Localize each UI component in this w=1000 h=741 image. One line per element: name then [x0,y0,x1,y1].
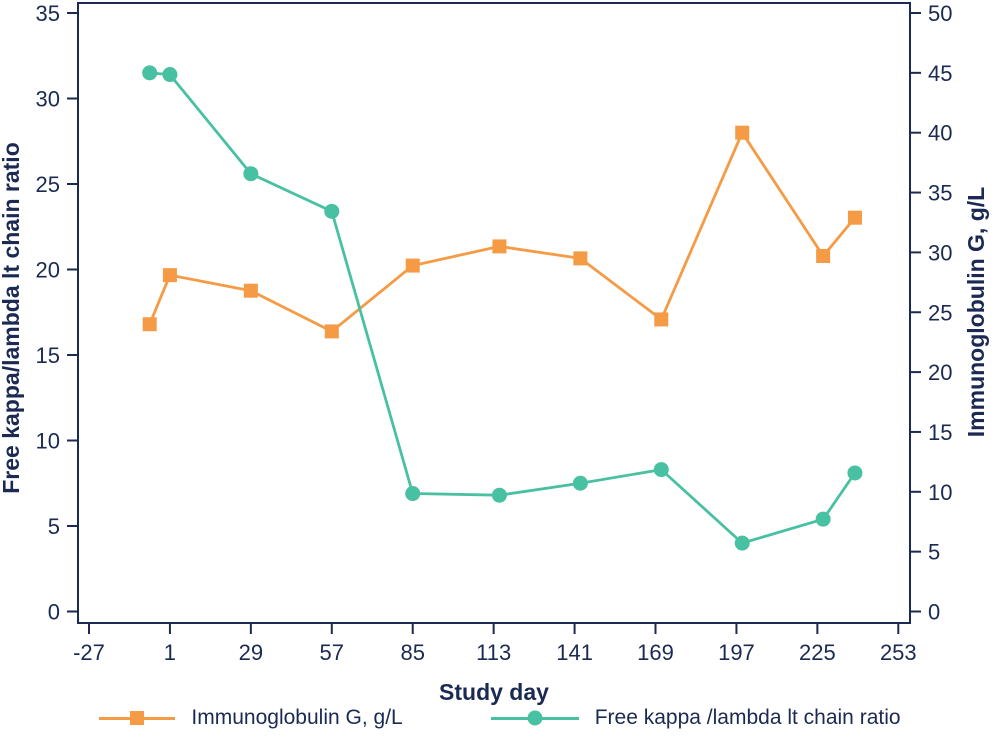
data-point-square [142,317,157,332]
ratio-legend-swatch [490,709,579,727]
data-point-square [405,258,420,273]
data-point-circle [572,475,588,491]
series-line-0 [148,131,857,333]
data-point-square [573,251,588,266]
data-point-square [243,283,258,298]
x-tick-label: -27 [73,640,105,665]
x-tick-label: 29 [239,640,263,665]
legend-item-immunoglobulin-g: Immunoglobulin G, g/L [99,706,403,730]
x-tick-label: 141 [556,640,593,665]
x-tick-label: 253 [880,640,917,665]
axes: -27 1 29 57 85 113 141 169 197 225 253051015202530… [36,1,953,665]
data-point-square [492,239,507,254]
x-tick-label: 1 [164,640,176,665]
right-tick-label: 15 [928,420,952,445]
right-tick-label: 35 [928,181,952,206]
data-point-square [162,268,177,283]
data-point-circle [405,486,421,502]
left-tick-label: 15 [36,343,60,368]
data-point-circle [162,67,178,83]
left-tick-label: 10 [36,429,60,454]
right-tick-label: 40 [928,121,952,146]
square-marker-icon [130,711,145,725]
right-tick-label: 45 [928,61,952,86]
x-tick-label: 113 [476,640,511,665]
igg-legend-swatch [99,709,176,727]
right-tick-label: 30 [928,240,952,265]
right-axis-title: Immunoglobulin G, g/L [963,187,989,437]
data-point-square [735,125,750,140]
x-tick-label: 57 [320,640,344,665]
x-tick-label: 197 [718,640,755,665]
data-point-circle [734,535,750,551]
left-tick-label: 5 [48,514,60,539]
left-tick-label: 20 [36,258,60,283]
data-point-circle [653,462,669,478]
right-tick-label: 5 [928,540,940,565]
left-tick-label: 35 [36,1,60,26]
data-point-circle [847,465,863,481]
circle-marker-icon [527,710,543,726]
left-tick-label: 25 [36,172,60,197]
left-tick-label: 30 [36,87,60,112]
x-axis-title: Study day [439,679,549,705]
left-tick-label: 0 [48,600,60,625]
right-tick-label: 50 [928,1,952,26]
right-tick-label: 20 [928,360,952,385]
data-point-square [324,324,339,339]
left-axis-title: Free kappa/lambda lt chain ratio [0,142,24,494]
x-tick-label: 225 [799,640,836,665]
right-tick-label: 25 [928,300,952,325]
data-point-circle [491,487,507,503]
right-tick-label: 0 [928,600,940,625]
data-point-circle [815,511,831,527]
legend: Immunoglobulin G, g/L Free kappa /lambda… [0,706,1000,730]
data-point-square [654,312,669,327]
x-tick-label: 169 [637,640,674,665]
legend-item-free-kappa-lambda-ratio: Free kappa /lambda lt chain ratio [490,706,901,730]
legend-label: Immunoglobulin G, g/L [191,706,403,729]
data-point-square [847,210,862,225]
data-point-circle [142,65,158,81]
data-point-circle [243,166,259,182]
legend-label: Free kappa /lambda lt chain ratio [594,706,901,729]
series-lines [142,65,863,551]
right-tick-label: 10 [928,480,952,505]
data-point-square [816,248,831,263]
x-tick-label: 85 [400,640,424,665]
data-point-circle [324,203,340,219]
